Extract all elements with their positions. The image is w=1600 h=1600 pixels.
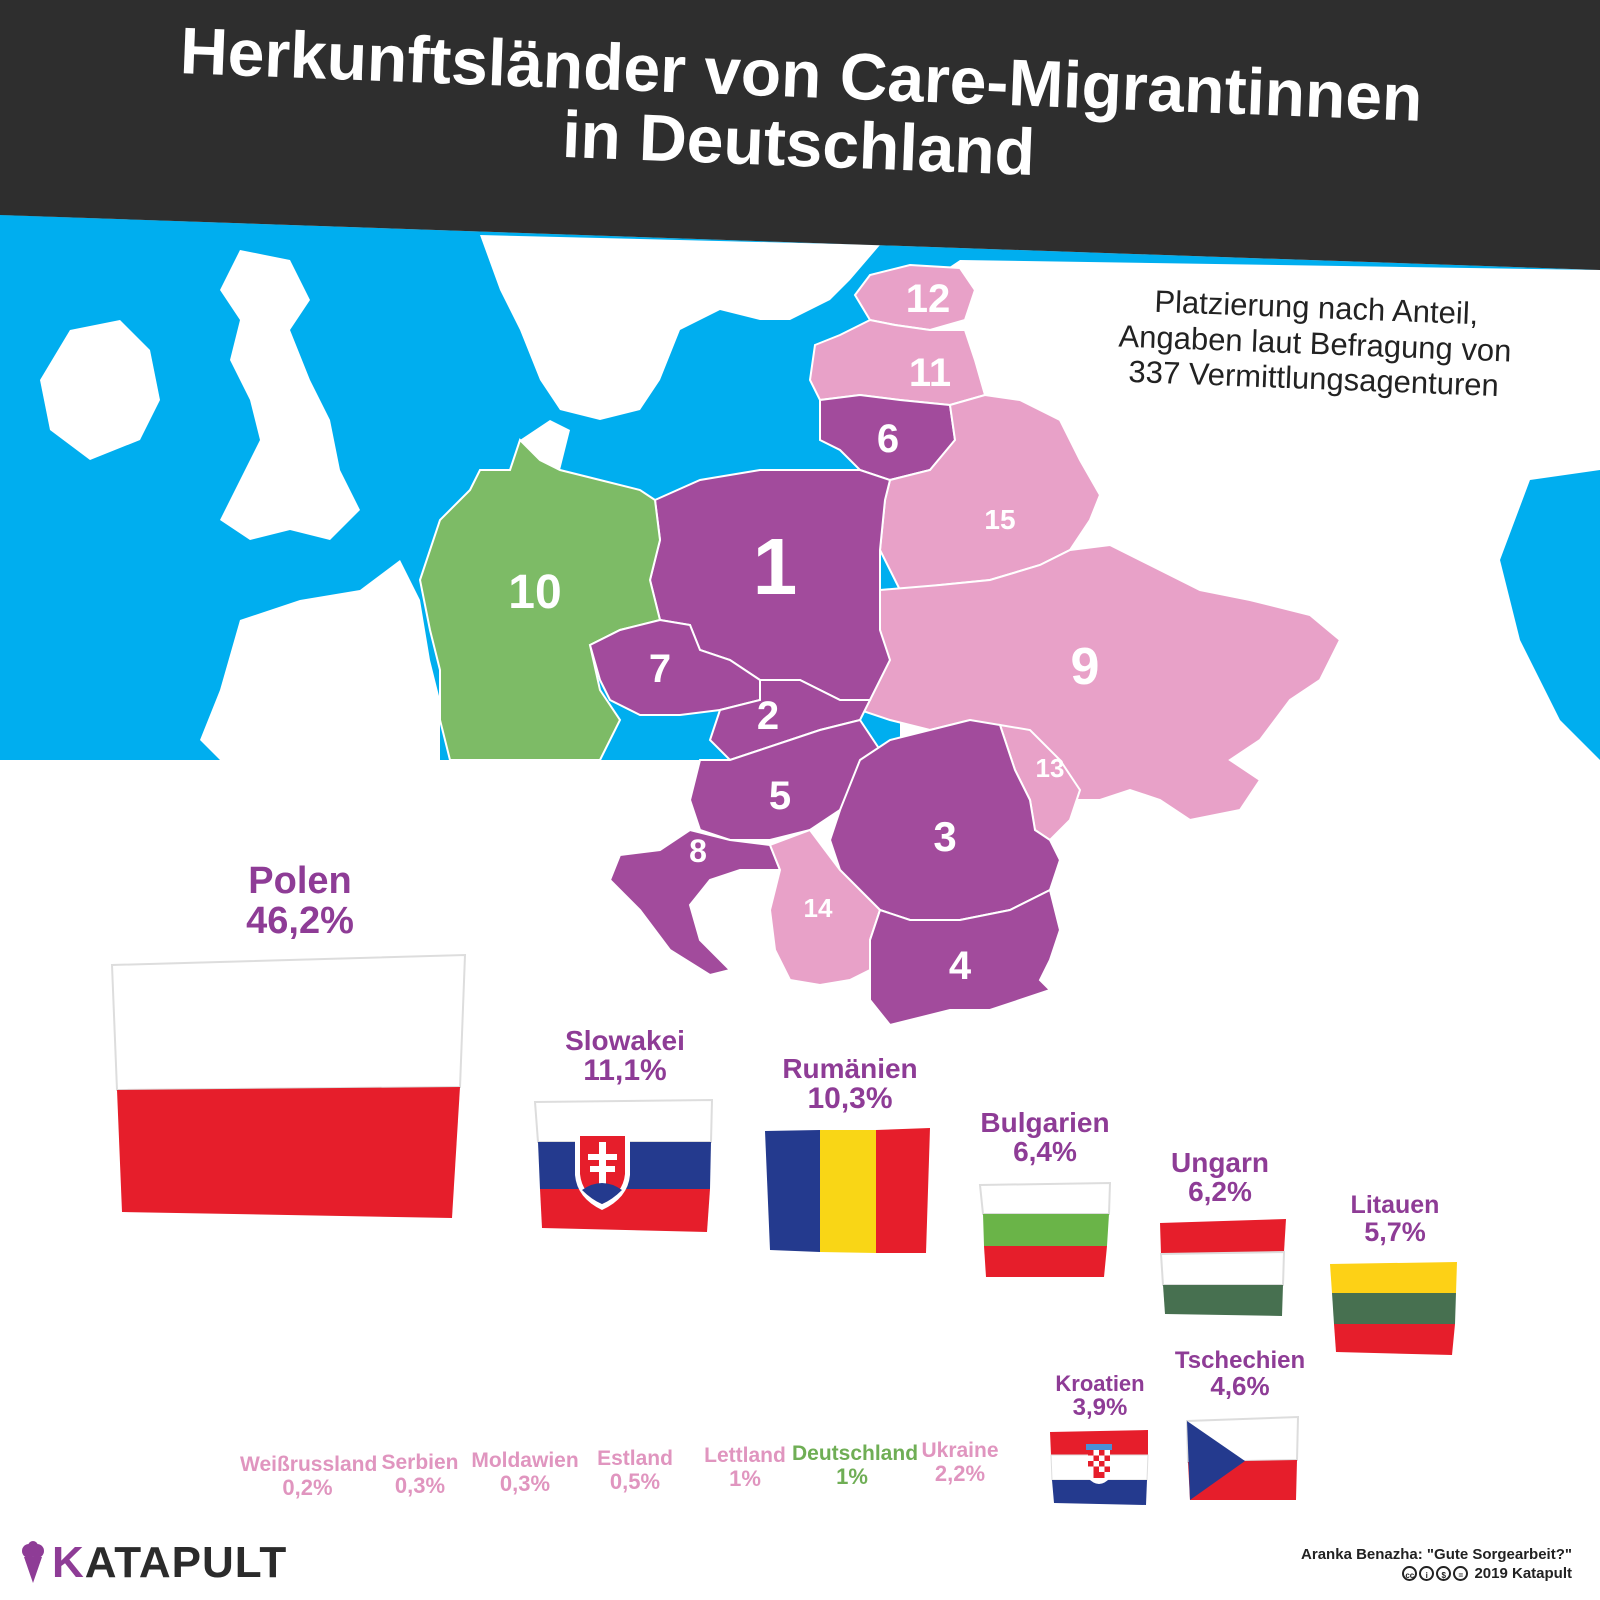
rank-croatia: 8: [689, 833, 707, 869]
country-serbia: [768, 828, 882, 987]
cc-nd-icon: =: [1453, 1566, 1469, 1582]
label-rumaenien: Rumänien 10,3%: [782, 1053, 918, 1116]
label-ukraine: Ukraine 2,2%: [921, 1439, 999, 1487]
rank-bulgaria: 4: [948, 944, 972, 988]
ireland-island: [40, 320, 160, 460]
rank-romania: 3: [933, 813, 957, 860]
cc-icon: cc: [1402, 1566, 1418, 1582]
source-line-1: Aranka Benazha: "Gute Sorgearbeit?": [1301, 1546, 1572, 1563]
label-ungarn: Ungarn 6,2%: [1171, 1147, 1269, 1208]
cc-nc-icon: $: [1436, 1566, 1452, 1582]
logo-k: K: [52, 1538, 85, 1587]
uk-island: [220, 250, 360, 540]
rank-latvia: 11: [908, 351, 952, 395]
title-band-bg: [0, 0, 1600, 270]
source-year: 2019 Katapult: [1474, 1564, 1572, 1582]
label-serbien: Serbien 0,3%: [381, 1451, 459, 1499]
label-estland: Estland 0,5%: [597, 1447, 673, 1495]
rank-ukraine: 9: [1070, 638, 1100, 696]
scandinavia: [480, 235, 880, 420]
title-band: [0, 0, 1600, 270]
france-land: [200, 560, 440, 760]
subtitle: Platzierung nach Anteil, Angaben laut Be…: [1113, 282, 1517, 404]
source-note: Aranka Benazha: "Gute Sorgearbeit?" cc i $…: [1301, 1546, 1572, 1584]
label-weissrussland: Weißrussland 0,2%: [240, 1453, 378, 1501]
source-line-2: cc i $ = 2019 Katapult: [1301, 1565, 1572, 1584]
rank-moldova: 13: [1035, 753, 1065, 783]
rank-slovakia: 2: [756, 694, 780, 738]
logo-rest: ATAPULT: [84, 1538, 288, 1587]
country-germany: [418, 438, 662, 761]
rank-belarus: 15: [984, 504, 1016, 535]
rank-serbia: 14: [803, 893, 833, 923]
cc-by-icon: i: [1419, 1566, 1435, 1582]
rank-germany: 10: [508, 566, 562, 619]
label-bulgarien: Bulgarien 6,4%: [980, 1107, 1110, 1168]
country-bulgaria: [869, 888, 1062, 1027]
label-tschechien: Tschechien 4,6%: [1174, 1347, 1306, 1402]
label-polen: Polen 46,2%: [246, 860, 354, 942]
label-slowakei: Slowakei 11,1%: [565, 1025, 685, 1088]
rank-hungary: 5: [768, 774, 792, 818]
rank-czechia: 7: [648, 647, 672, 691]
rank-lithuania: 6: [876, 417, 900, 461]
label-deutschland: Deutschland 1%: [792, 1442, 919, 1490]
rank-estonia: 12: [905, 277, 951, 321]
rank-poland: 1: [752, 522, 798, 611]
label-lettland: Lettland 1%: [704, 1444, 786, 1492]
label-litauen: Litauen 5,7%: [1350, 1191, 1440, 1248]
katapult-logo: KATAPULT: [20, 1538, 287, 1588]
logo-wordmark: KATAPULT: [52, 1538, 287, 1588]
label-moldawien: Moldawien 0,3%: [471, 1449, 579, 1497]
ice-cream-icon: [22, 1541, 44, 1583]
label-kroatien: Kroatien 3,9%: [1055, 1371, 1145, 1422]
